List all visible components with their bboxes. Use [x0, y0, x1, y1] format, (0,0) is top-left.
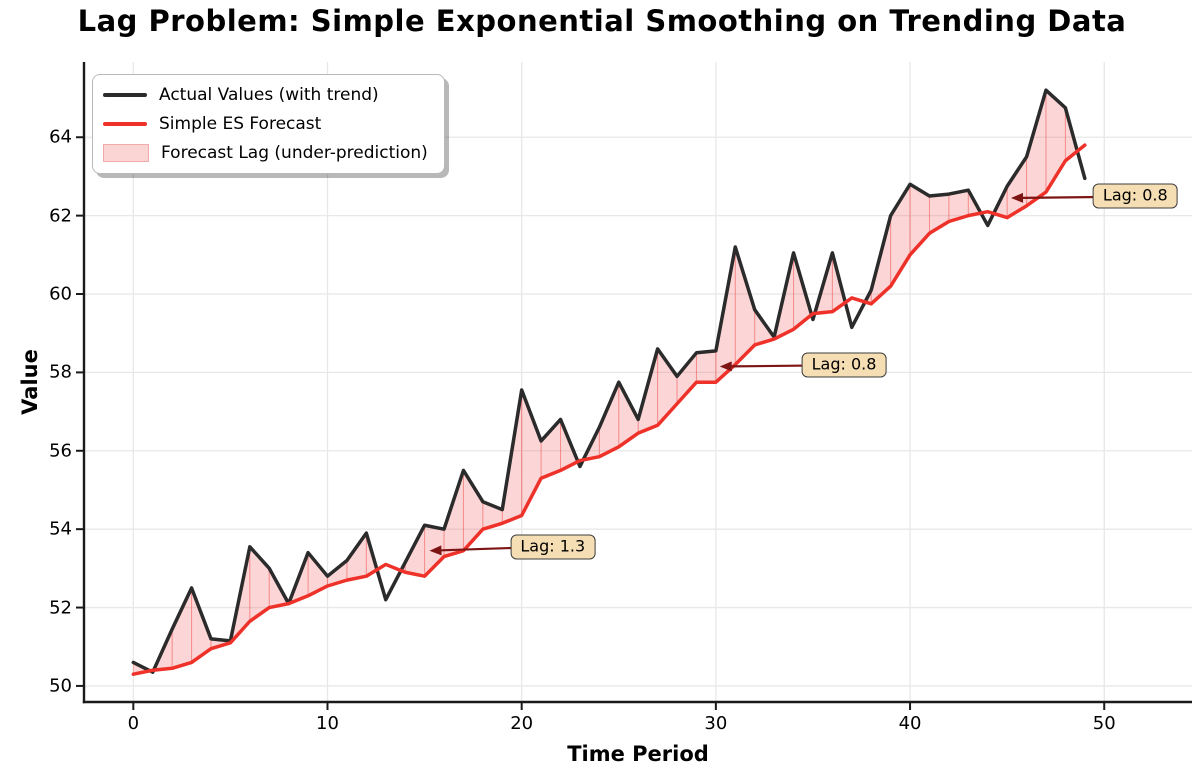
legend-item: Forecast Lag (under-prediction): [103, 143, 428, 163]
y-axis-label: Value: [18, 349, 42, 415]
legend-patch-swatch: [103, 144, 149, 162]
lag-annotation-box: Lag: 0.8: [1092, 183, 1178, 209]
legend: Actual Values (with trend) Simple ES Fore…: [92, 74, 445, 174]
legend-item: Actual Values (with trend): [103, 85, 428, 105]
actual-values-line: [131, 88, 1087, 674]
y-tick-label: 52: [49, 597, 72, 619]
x-tick-label: 0: [127, 713, 140, 734]
y-tick-label: 60: [49, 283, 72, 305]
forecast-lag-fill: [171, 587, 193, 669]
x-axis-label: Time Period: [567, 742, 709, 766]
x-tick-label: 50: [1092, 713, 1116, 734]
lag-annotation-box: Lag: 1.3: [510, 534, 596, 560]
lag-annotation-arrowhead: [429, 545, 442, 556]
lag-annotation-box: Lag: 0.8: [801, 352, 887, 378]
y-tick-label: 54: [49, 518, 72, 540]
y-tick-label: 58: [49, 361, 72, 383]
forecast-lag-fill: [676, 351, 697, 406]
x-tick-label: 40: [898, 713, 922, 734]
y-tick-label: 56: [49, 440, 72, 462]
legend-line-swatch: [103, 122, 147, 126]
x-tick-label: 10: [316, 713, 339, 734]
lag-annotation-arrowhead: [1011, 192, 1024, 203]
legend-item-label: Simple ES Forecast: [159, 114, 322, 134]
lag-annotation-arrow: [731, 364, 809, 368]
y-tick-label: 50: [49, 675, 72, 697]
x-tick-label: 20: [510, 713, 534, 734]
lag-annotation-arrow: [1023, 195, 1100, 199]
legend-item: Simple ES Forecast: [103, 114, 428, 134]
legend-item-label: Forecast Lag (under-prediction): [161, 143, 428, 163]
x-tick-label: 30: [704, 713, 728, 734]
lag-annotation-arrowhead: [719, 361, 732, 372]
forecast-line: [131, 143, 1087, 676]
legend-line-swatch: [103, 93, 147, 97]
lag-annotation-arrow: [441, 546, 517, 552]
y-tick-label: 62: [49, 205, 72, 227]
chart-title: Lag Problem: Simple Exponential Smoothin…: [77, 4, 1127, 38]
legend-item-label: Actual Values (with trend): [159, 85, 379, 105]
forecast-lag-fill: [695, 350, 717, 383]
y-tick-label: 64: [49, 126, 72, 148]
